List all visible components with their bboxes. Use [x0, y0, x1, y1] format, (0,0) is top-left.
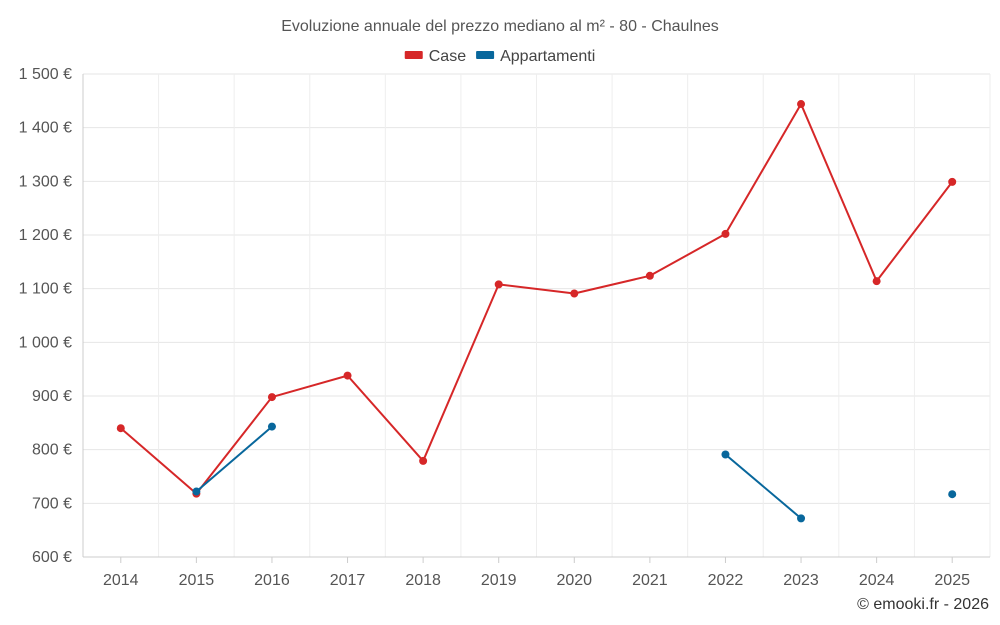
legend-label: Case [429, 48, 466, 65]
data-point[interactable] [645, 271, 654, 280]
data-point[interactable] [343, 371, 352, 380]
legend-item-appartamenti[interactable]: Appartamenti [476, 48, 595, 65]
x-tick-label: 2023 [783, 572, 819, 589]
grid [82, 73, 991, 557]
legend-item-case[interactable]: Case [404, 48, 466, 65]
y-tick-label: 1 300 € [19, 173, 72, 190]
data-point[interactable] [116, 424, 125, 433]
series-line [120, 103, 954, 495]
x-tick-label: 2021 [632, 572, 668, 589]
data-point[interactable] [948, 490, 957, 499]
y-tick-label: 1 000 € [19, 334, 72, 351]
y-tick-label: 600 € [32, 549, 72, 566]
x-tick-label: 2018 [405, 572, 441, 589]
axes: 600 € 700 € 800 € 900 € 1 000 € 1 100 € 1 200 … [19, 66, 990, 589]
data-point[interactable] [570, 289, 579, 298]
data-point[interactable] [721, 229, 730, 238]
legend-swatch [476, 51, 495, 59]
series-appartamenti [192, 422, 957, 523]
data-point[interactable] [872, 277, 881, 286]
x-tick-label: 2016 [254, 572, 290, 589]
legend-label: Appartamenti [500, 48, 595, 65]
y-tick-label: 1 500 € [19, 66, 72, 83]
x-tick-label: 2014 [103, 572, 139, 589]
x-tick-label: 2017 [330, 572, 366, 589]
x-tick-label: 2020 [556, 572, 592, 589]
legend[interactable]: Case Appartamenti [404, 48, 596, 65]
data-point[interactable] [721, 450, 730, 459]
credit: © emooki.fr - 2026 [857, 596, 989, 613]
y-tick-label: 1 400 € [19, 120, 72, 137]
data-point[interactable] [948, 177, 957, 186]
y-tick-label: 800 € [32, 442, 72, 459]
x-tick-label: 2024 [859, 572, 895, 589]
chart-title: Evoluzione annuale del prezzo mediano al… [281, 18, 719, 35]
legend-swatch [404, 51, 423, 59]
data-point[interactable] [419, 456, 428, 465]
x-tick-label: 2022 [708, 572, 744, 589]
x-tick-label: 2025 [934, 572, 970, 589]
y-tick-label: 1 100 € [19, 281, 72, 298]
x-tick-label: 2015 [179, 572, 215, 589]
x-tick-label: 2019 [481, 572, 517, 589]
y-tick-label: 900 € [32, 388, 72, 405]
series-layer [116, 100, 957, 523]
data-point[interactable] [192, 487, 201, 496]
y-tick-label: 1 200 € [19, 227, 72, 244]
data-point[interactable] [494, 280, 503, 289]
data-point[interactable] [797, 100, 806, 109]
data-point[interactable] [797, 514, 806, 523]
data-point[interactable] [267, 422, 276, 431]
y-tick-label: 700 € [32, 495, 72, 512]
data-point[interactable] [267, 393, 276, 402]
